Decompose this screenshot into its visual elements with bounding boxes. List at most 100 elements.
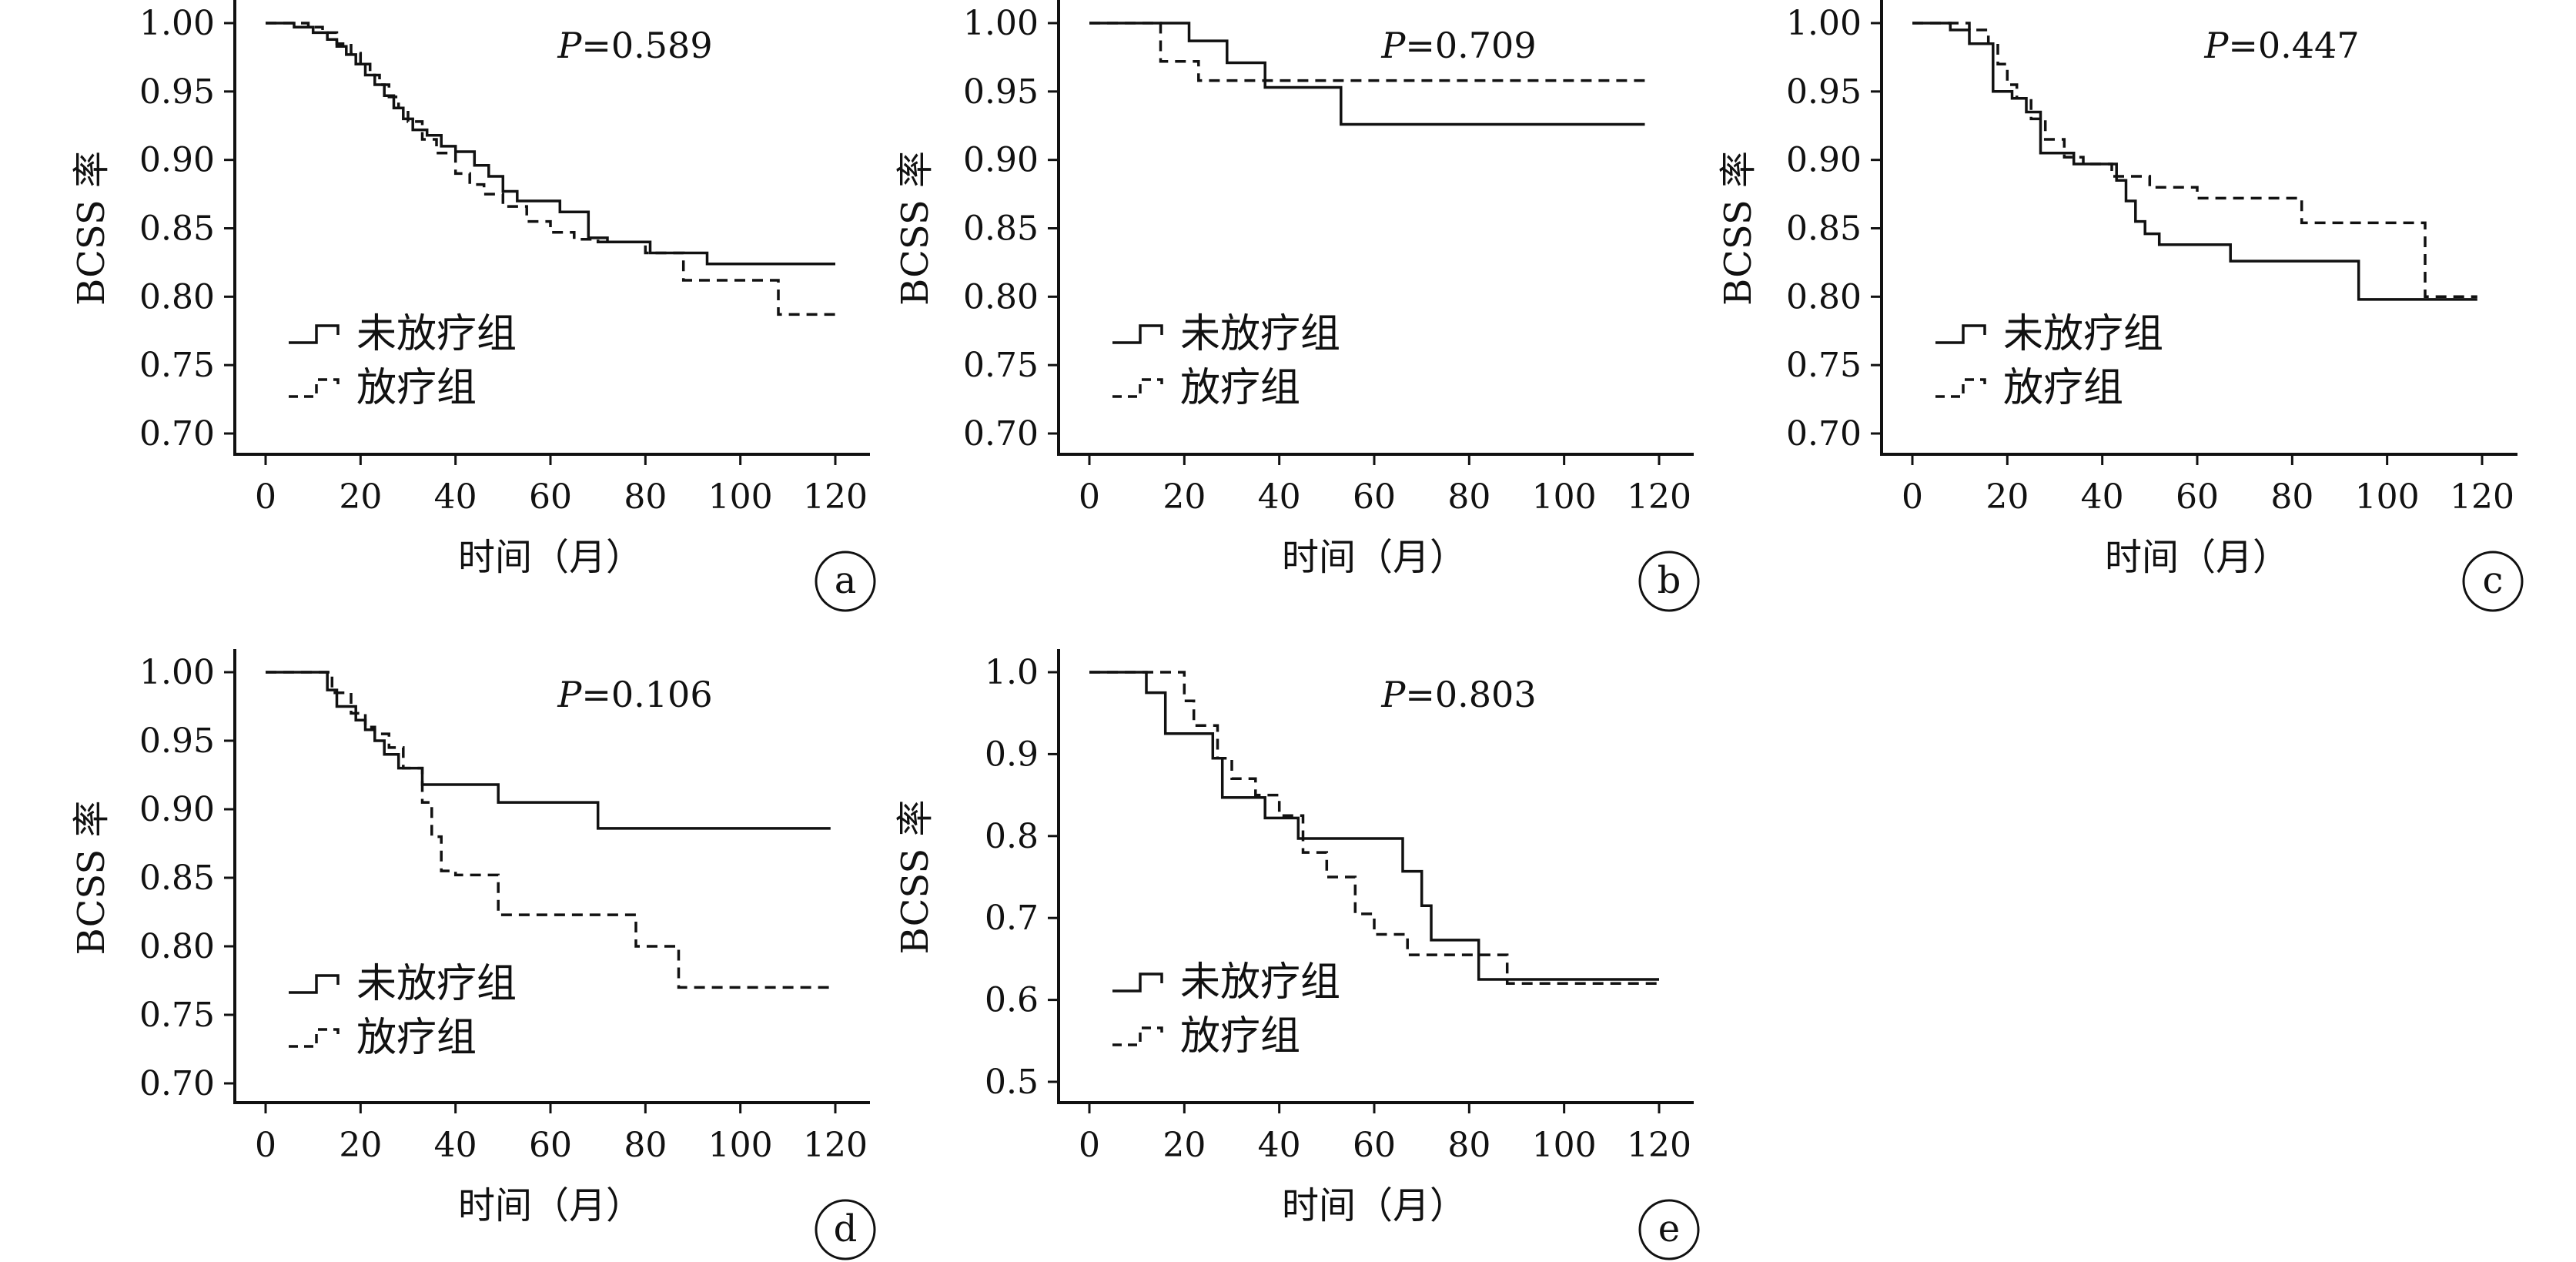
series-no-radiotherapy-curve: [266, 671, 831, 830]
x-tick-label: 60: [1353, 477, 1396, 517]
y-tick-label: 1.00: [139, 4, 215, 43]
x-tick-label: 0: [255, 1126, 276, 1165]
x-tick-label: 60: [529, 1126, 572, 1165]
y-tick-label: 1.00: [963, 4, 1039, 43]
legend-entry: 放疗组: [1180, 1013, 1300, 1059]
y-tick-label: 0.80: [1786, 277, 1862, 316]
y-tick-label: 0.95: [963, 72, 1039, 112]
y-tick-label: 0.90: [139, 141, 215, 180]
series-radiotherapy-curve: [266, 22, 835, 316]
x-axis-label: 时间（月）: [1282, 536, 1467, 579]
p-value: P=0.709: [1380, 25, 1536, 66]
y-tick-label: 0.90: [139, 790, 215, 829]
y-tick-label: 0.85: [139, 859, 215, 898]
x-tick-label: 100: [2355, 477, 2420, 517]
x-tick-label: 40: [1258, 477, 1301, 517]
legend-symbol: [1112, 972, 1163, 993]
y-tick-label: 0.75: [139, 346, 215, 385]
y-tick-label: 0.90: [1786, 141, 1862, 180]
y-tick-label: 0.8: [985, 817, 1039, 856]
x-tick-label: 20: [1986, 477, 2029, 517]
x-tick-label: 40: [434, 477, 477, 517]
x-tick-label: 20: [339, 1126, 382, 1165]
panel-letter: d: [834, 1207, 858, 1250]
chart-panel-d: 0.70 0.75 0.80 0.85 0.90 0.95 1.00 0 20 40 60 80 100…: [70, 649, 876, 1260]
y-axis-label: BCSS 率: [70, 151, 113, 306]
x-tick-label: 100: [708, 477, 773, 517]
panel-letter-badge: [1638, 1199, 1700, 1260]
y-tick-label: 0.80: [139, 927, 215, 966]
x-tick-label: 20: [339, 477, 382, 517]
x-tick-label: 80: [1447, 477, 1490, 517]
y-tick-label: 0.6: [985, 981, 1039, 1020]
legend-entry: 未放疗组: [2003, 311, 2163, 357]
p-value: P=0.447: [2203, 25, 2359, 66]
y-axis-label: BCSS 率: [894, 799, 937, 954]
y-tick-label: 1.0: [985, 653, 1039, 692]
p-value: P=0.106: [557, 674, 712, 715]
x-tick-label: 120: [803, 1126, 868, 1165]
series-radiotherapy-curve: [1089, 22, 1645, 82]
p-value: P=0.803: [1380, 674, 1536, 715]
chart-panel-c: 0.70 0.75 0.80 0.85 0.90 0.95 1.00 0 20 40 60 80 100…: [1717, 0, 2524, 612]
legend-symbol: [289, 324, 340, 344]
legend-entry: 放疗组: [356, 1015, 477, 1061]
panel-letter-badge: [815, 551, 876, 612]
x-tick-label: 120: [803, 477, 868, 517]
y-tick-label: 0.90: [963, 141, 1039, 180]
y-tick-label: 0.80: [139, 277, 215, 316]
x-tick-label: 40: [2081, 477, 2124, 517]
legend-entry: 未放疗组: [356, 961, 517, 1007]
y-tick-label: 0.95: [139, 72, 215, 112]
x-tick-label: 60: [529, 477, 572, 517]
legend-entry: 放疗组: [356, 365, 477, 411]
y-tick-label: 0.75: [139, 996, 215, 1035]
x-axis-label: 时间（月）: [458, 536, 643, 579]
chart-panel-a: 0.70 0.75 0.80 0.85 0.90 0.95 1.00 0 20 40 60 80 100…: [70, 0, 876, 612]
legend-entry: 放疗组: [1180, 365, 1300, 411]
legend-entry: 未放疗组: [356, 311, 517, 357]
y-tick-label: 1.00: [1786, 4, 1862, 43]
y-tick-label: 0.70: [1786, 414, 1862, 454]
chart-panel-e: 0.5 0.6 0.7 0.8 0.9 1.0 0 20 40 60 80 100 120 时间（月） BC…: [894, 649, 1700, 1260]
x-tick-label: 80: [624, 477, 667, 517]
panel-letter: c: [2483, 559, 2504, 602]
chart-panel-b: 0.70 0.75 0.80 0.85 0.90 0.95 1.00 0 20 40 60 80 100…: [894, 0, 1700, 612]
x-tick-label: 0: [255, 477, 276, 517]
y-tick-label: 0.75: [963, 346, 1039, 385]
y-tick-label: 0.80: [963, 277, 1039, 316]
x-tick-label: 100: [1532, 1126, 1597, 1165]
x-tick-label: 80: [2270, 477, 2313, 517]
legend-symbol: [1935, 378, 1986, 398]
legend-symbol: [1112, 1026, 1163, 1046]
y-tick-label: 0.85: [1786, 209, 1862, 249]
panel-letter: e: [1658, 1207, 1680, 1250]
series-radiotherapy-curve: [266, 671, 831, 989]
series-radiotherapy-curve: [1089, 671, 1659, 986]
y-tick-label: 0.70: [139, 1064, 215, 1103]
x-axis-label: 时间（月）: [458, 1184, 643, 1227]
panel-letter-badge: [1638, 551, 1700, 612]
y-tick-label: 0.85: [963, 209, 1039, 249]
y-tick-label: 0.5: [985, 1063, 1039, 1102]
x-tick-label: 0: [1902, 477, 1923, 517]
x-axis-label: 时间（月）: [1282, 1184, 1467, 1227]
panel-letter-badge: [815, 1199, 876, 1260]
x-tick-label: 0: [1079, 477, 1100, 517]
series-radiotherapy-curve: [1912, 22, 2477, 299]
y-tick-label: 0.95: [1786, 72, 1862, 112]
series-no-radiotherapy-curve: [1089, 671, 1659, 981]
y-axis-label: BCSS 率: [70, 800, 113, 955]
x-tick-label: 100: [1532, 477, 1597, 517]
series-no-radiotherapy-curve: [266, 22, 835, 266]
panel-letter: a: [835, 559, 857, 602]
x-tick-label: 80: [1447, 1126, 1490, 1165]
p-value: P=0.589: [557, 25, 712, 66]
y-tick-label: 0.70: [139, 414, 215, 454]
x-tick-label: 60: [1353, 1126, 1396, 1165]
legend-entry: 未放疗组: [1180, 959, 1340, 1006]
y-tick-label: 0.95: [139, 721, 215, 761]
y-tick-label: 0.7: [985, 899, 1039, 938]
y-axis-label: BCSS 率: [1717, 151, 1760, 306]
